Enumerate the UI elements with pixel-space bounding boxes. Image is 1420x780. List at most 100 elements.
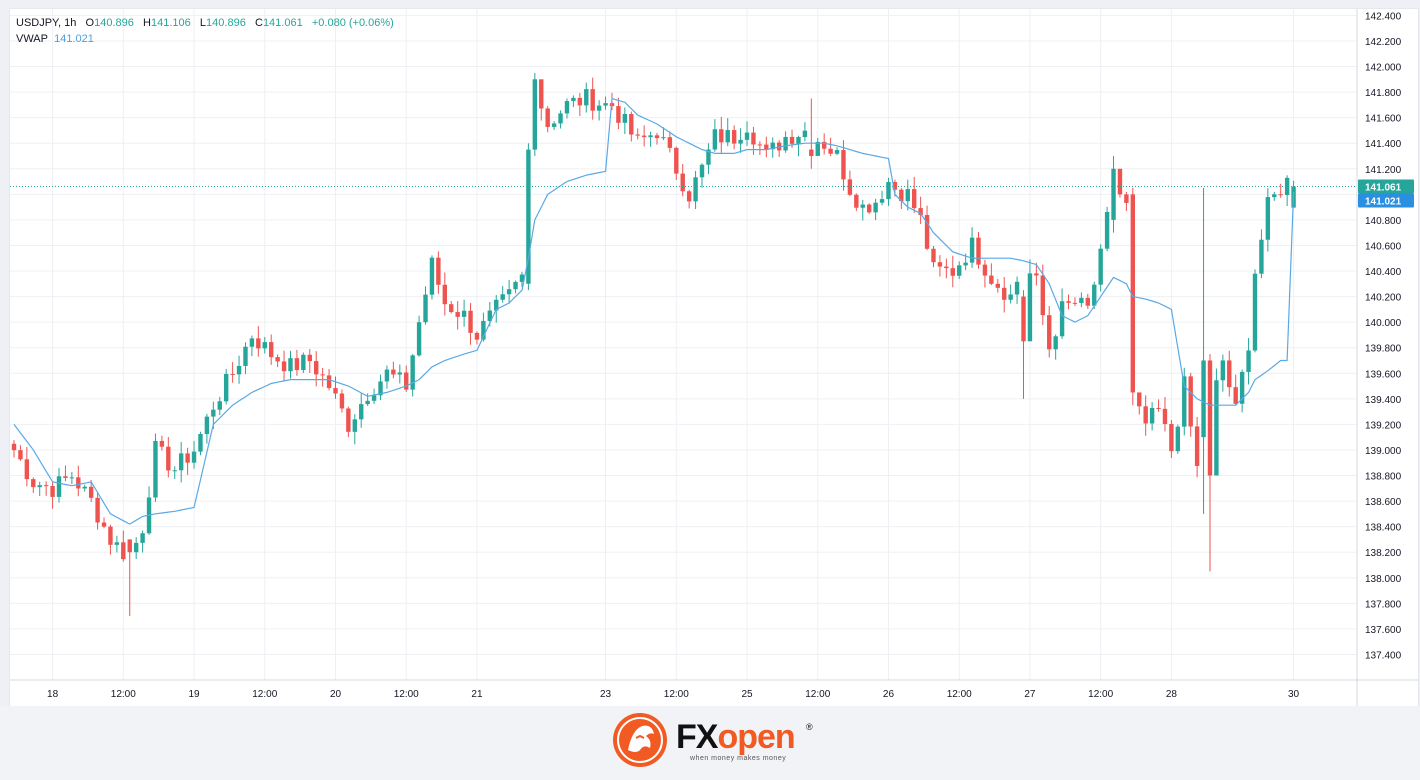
candle-up [211, 409, 216, 417]
candle-up [699, 164, 705, 178]
candle-down [931, 248, 936, 263]
y-tick-label: 139.000 [1365, 446, 1402, 457]
candle-up [661, 137, 666, 139]
candle-up [744, 132, 750, 140]
candle-down [18, 450, 23, 460]
candle-up [1246, 350, 1251, 372]
candle-up [725, 130, 730, 143]
candle-up [1008, 294, 1013, 300]
candle-down [442, 284, 448, 305]
candle-down [751, 132, 756, 145]
candle-up [365, 400, 370, 405]
y-tick-label: 139.600 [1365, 369, 1402, 380]
candle-up [873, 202, 878, 213]
vwap-price-tag [1358, 193, 1414, 208]
candle-down [899, 189, 904, 202]
candle-down [937, 262, 943, 267]
candle-up [198, 434, 203, 452]
candle-up [371, 395, 377, 401]
y-tick-label: 141.600 [1365, 114, 1402, 125]
candle-up [204, 416, 210, 435]
x-tick-label: 28 [1166, 689, 1178, 700]
candle-down [539, 79, 544, 109]
candle-down [1169, 424, 1174, 452]
close-label: C [254, 17, 263, 29]
candle-up [416, 322, 422, 356]
x-tick-label: 20 [330, 689, 342, 700]
candle-down [1143, 406, 1148, 424]
candle-up [963, 262, 968, 266]
candle-up [481, 320, 486, 340]
candle-up [834, 150, 840, 154]
candle-down [1117, 168, 1123, 195]
candle-up [262, 342, 267, 349]
candle-up [1059, 301, 1065, 337]
candle-down [1124, 194, 1129, 203]
candle-down [281, 361, 287, 372]
candle-down [121, 542, 126, 560]
candle-down [307, 354, 312, 362]
candle-up [56, 476, 62, 497]
y-tick-label: 140.000 [1365, 318, 1402, 329]
candle-up [172, 470, 177, 472]
candle-down [1162, 408, 1168, 425]
candle-up [558, 113, 563, 124]
candle-down [680, 173, 685, 192]
candle-up [1252, 273, 1258, 351]
candle-up [410, 355, 415, 390]
candle-down [159, 440, 165, 447]
candle-up [1175, 426, 1181, 452]
candle-down [764, 144, 769, 150]
candle-up [1284, 177, 1290, 196]
candle-down [474, 332, 480, 340]
candlestick-chart[interactable]: 142.400 142.200 142.000 141.800 141.600 141.4… [10, 9, 1418, 706]
vwap-price-tag-label: 141.021 [1365, 197, 1402, 208]
candle-up [236, 365, 242, 375]
y-tick-label: 138.000 [1365, 574, 1402, 585]
candle-up [153, 440, 158, 498]
candle-up [37, 485, 42, 488]
candle-up [532, 79, 538, 150]
candle-up [796, 137, 801, 144]
candle-down [1021, 296, 1026, 342]
candle-up [217, 401, 222, 410]
interval-label: 1h [64, 17, 77, 29]
candle-up [288, 358, 293, 372]
x-tick-label: 12:00 [805, 689, 830, 700]
candle-down [995, 283, 1000, 288]
candle-down [127, 539, 132, 553]
x-tick-label: 23 [600, 689, 612, 700]
candle-down [346, 408, 351, 432]
candle-up [423, 294, 428, 323]
candle-up [1220, 360, 1226, 381]
candle-down [616, 106, 621, 123]
x-tick-label: 12:00 [1088, 689, 1113, 700]
open-value: 140.896 [94, 17, 134, 29]
candle-up [301, 354, 306, 371]
candle-up [905, 189, 910, 202]
chart-panel[interactable]: 142.400 142.200 142.000 141.800 141.600 141.4… [9, 8, 1419, 707]
candle-up [1053, 336, 1058, 350]
candle-up [571, 97, 576, 102]
candle-down [976, 237, 981, 265]
y-tick-label: 140.200 [1365, 293, 1402, 304]
candle-down [686, 191, 692, 202]
candle-down [1130, 194, 1136, 393]
candle-up [82, 486, 87, 489]
change-value: +0.080 (+0.06%) [311, 17, 394, 29]
candle-down [63, 476, 68, 478]
low-label: L [199, 17, 207, 29]
candle-down [185, 453, 190, 463]
candle-up [378, 381, 383, 396]
candle-down [1034, 273, 1039, 276]
candle-up [223, 373, 229, 402]
y-tick-label: 142.200 [1365, 37, 1402, 48]
candle-up [706, 149, 711, 165]
candle-up [802, 130, 808, 138]
candle-down [654, 135, 660, 139]
candle-down [982, 264, 988, 276]
candle-down [1040, 275, 1045, 316]
candle-down [1233, 387, 1238, 404]
open-label: O [85, 17, 95, 29]
y-tick-label: 142.000 [1365, 63, 1402, 74]
